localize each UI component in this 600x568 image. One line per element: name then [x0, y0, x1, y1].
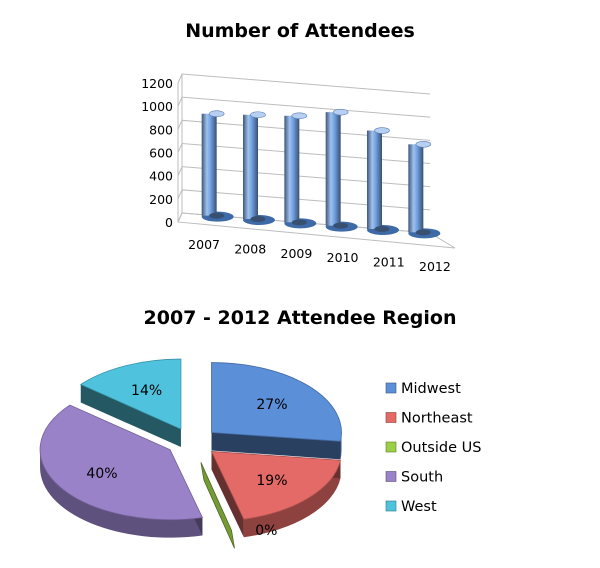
y-tick-label: 800: [149, 122, 173, 137]
gridline: [177, 166, 431, 188]
legend-item: Midwest: [385, 381, 461, 397]
bar-chart: 0 200 400 600 800 1000 1200 2007 2008 2009 2010 201…: [141, 73, 456, 274]
x-axis-labels: 2007 2008 2009 2010 2011 2012: [188, 237, 451, 274]
pie-slices: [39, 358, 342, 521]
bar-body: [325, 112, 341, 226]
bar-body: [201, 113, 217, 216]
slice-label: 0%: [255, 523, 277, 539]
legend-swatch: [385, 382, 397, 394]
legend-label: West: [401, 499, 437, 515]
bar: [201, 110, 234, 222]
bar: [408, 141, 441, 239]
bar-chart-title: Number of Attendees: [185, 20, 415, 42]
bar: [367, 127, 399, 235]
legend-item: Northeast: [385, 411, 473, 427]
bar: [284, 112, 317, 229]
bar-top: [374, 127, 390, 134]
gridline: [177, 73, 431, 95]
bar-body: [408, 144, 424, 233]
y-tick-label: 0: [165, 215, 173, 230]
legend-swatch: [385, 500, 397, 512]
x-tick-label: 2008: [234, 242, 266, 257]
y-tick-label: 200: [149, 192, 173, 207]
legend-label: Northeast: [401, 411, 473, 427]
legend-label: South: [401, 470, 443, 486]
y-tick-label: 1200: [141, 76, 173, 91]
x-tick-label: 2011: [373, 255, 405, 270]
x-tick-label: 2012: [419, 259, 451, 274]
pie-slice: [210, 451, 341, 520]
bar: [325, 108, 358, 232]
pie-chart-title: 2007 - 2012 Attendee Region: [143, 307, 457, 329]
pie-slice: [79, 358, 182, 430]
bar-body: [284, 115, 300, 223]
bar-bottom: [250, 216, 266, 222]
y-tick-label: 400: [149, 169, 173, 184]
pie-slice: [200, 462, 235, 549]
y-tick-label: 1000: [141, 99, 173, 114]
legend-label: Outside US: [401, 440, 481, 456]
x-tick-label: 2009: [281, 246, 313, 261]
bar-top: [208, 110, 225, 118]
slice-wall: [80, 384, 181, 448]
pie-slice: [39, 404, 203, 521]
slice-label: 14%: [131, 383, 162, 399]
y-axis-ticks: 0 200 400 600 800 1000 1200: [141, 76, 173, 230]
slice-label: 19%: [256, 473, 287, 489]
bar-body: [367, 130, 382, 229]
bar-top: [332, 108, 349, 116]
gridline: [177, 142, 431, 164]
slice-side: [243, 460, 341, 538]
legend: Midwest Northeast Outside US South West: [385, 381, 481, 515]
y-tick-label: 600: [149, 146, 173, 161]
bar: [243, 111, 275, 225]
slice-wall: [211, 451, 244, 538]
legend-swatch: [385, 441, 397, 453]
bar-bottom: [333, 222, 349, 229]
slice-label: 27%: [256, 397, 287, 413]
slice-side: [40, 449, 203, 538]
legend-label: Midwest: [401, 381, 461, 397]
bar-bottom: [209, 212, 225, 219]
bar-bottom: [374, 226, 390, 232]
bar-top: [250, 111, 266, 119]
bar-body: [243, 114, 258, 219]
gridline: [177, 189, 431, 211]
bar-top: [291, 112, 308, 120]
slice-label: 40%: [86, 466, 117, 482]
pie-slice: [211, 362, 342, 442]
bar-top: [415, 141, 432, 148]
legend-item: West: [385, 499, 437, 515]
legend-item: Outside US: [385, 440, 481, 456]
x-tick-label: 2007: [188, 237, 220, 252]
bar-bottom: [415, 229, 431, 236]
gridline: [177, 119, 431, 141]
legend-swatch: [385, 412, 397, 423]
bar-bottom: [291, 219, 307, 226]
x-tick-label: 2010: [327, 250, 359, 265]
pie-labels: 27% 19% 0% 40% 14%: [86, 383, 287, 539]
legend-item: South: [385, 470, 443, 486]
bars: [201, 108, 441, 239]
legend-swatch: [385, 471, 397, 482]
